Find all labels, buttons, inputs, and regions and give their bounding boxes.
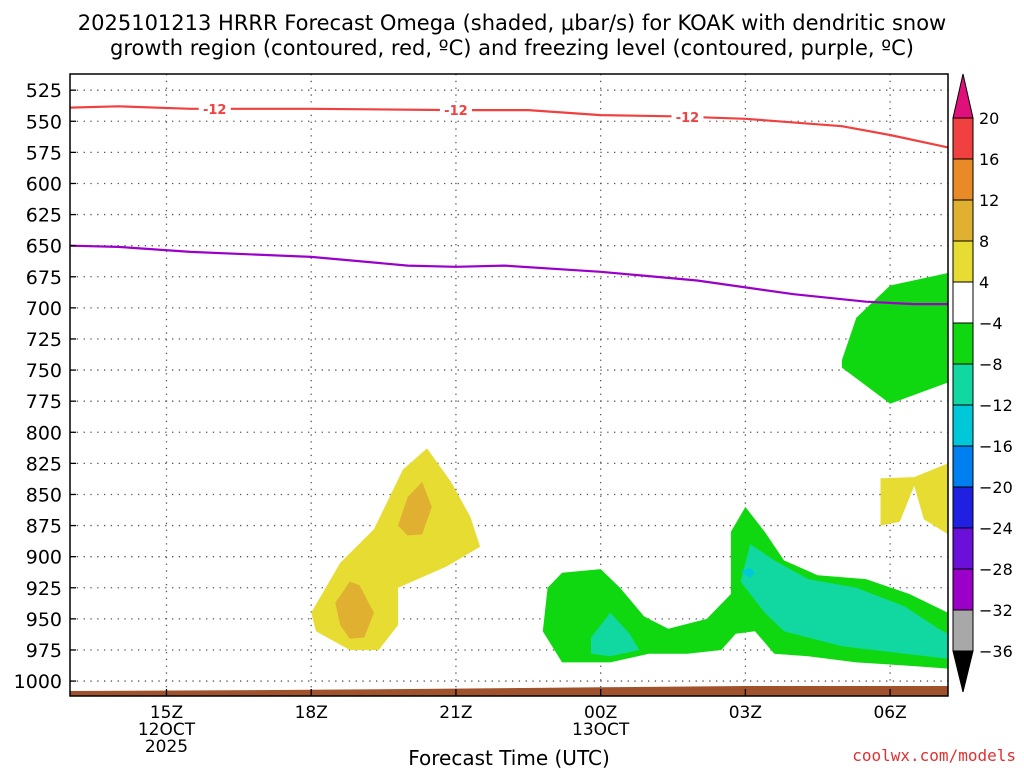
chart-title-line1: 2025101213 HRRR Forecast Omega (shaded, … (78, 11, 946, 35)
dgz-contour-label: -12 (203, 103, 227, 118)
dgz-contour-label: -12 (444, 104, 468, 119)
freezing-level-contour-line (69, 244, 948, 306)
y-tick-label: 1000 (14, 671, 62, 693)
colorbar-level-label: −8 (979, 355, 1003, 374)
y-tick-label: 900 (26, 547, 62, 569)
colorbar-bin (952, 445, 974, 488)
y-tick-label: 550 (26, 111, 62, 133)
omega-colorbar: −36 −32 −28 −24 −20 −16 −12 −8 −4 4 8 12 16 20 (952, 73, 1013, 693)
y-tick-label: 650 (26, 236, 62, 258)
dgz-contour-label: -12 (676, 111, 700, 126)
y-tick-label: 975 (26, 640, 62, 662)
y-tick-label: 525 (26, 80, 62, 102)
colorbar-level-label: 8 (979, 232, 989, 251)
omega-region (841, 273, 948, 404)
x-tick-label: 21Z (439, 703, 472, 723)
y-tick-label: 725 (26, 329, 62, 351)
colorbar-level-label: −28 (979, 560, 1013, 579)
colorbar-bin (952, 486, 974, 529)
colorbar-level-label: 16 (979, 150, 999, 169)
x-tick-label: 00Z (584, 703, 617, 723)
y-tick-label: 875 (26, 516, 62, 538)
contour-label-bg (671, 108, 704, 125)
temperature-contours: -12 -12 -12 (69, 100, 949, 306)
colorbar-level-label: −24 (979, 519, 1013, 538)
colorbar-level-label: −12 (979, 396, 1013, 415)
omega-region (740, 567, 755, 578)
colorbar-bin (952, 240, 974, 283)
colorbar-bin (952, 568, 974, 611)
credit-text: coolwx.com/models (852, 746, 1016, 765)
x-tick-label: 03Z (729, 703, 762, 723)
colorbar-level-label: −32 (979, 601, 1013, 620)
x-tick-label: 18Z (295, 703, 328, 723)
terrain-fill (70, 686, 948, 696)
y-tick-label: 825 (26, 453, 62, 475)
x-tick-label: 13OCT (572, 720, 630, 740)
y-tick-label: 625 (26, 205, 62, 227)
colorbar-level-label: −36 (979, 642, 1013, 661)
y-axis-ticks: 525 550 575 600 625 650 675 700 725 750 775 800 825 8… (14, 80, 76, 693)
x-tick-label: 06Z (873, 703, 906, 723)
colorbar-level-label: −4 (979, 314, 1003, 333)
plot-frame (69, 73, 949, 697)
omega-region (880, 463, 948, 535)
y-tick-label: 925 (26, 578, 62, 600)
colorbar-level-label: −20 (979, 478, 1013, 497)
colorbar-low-extend (952, 650, 974, 693)
x-axis-label: Forecast Time (UTC) (408, 746, 610, 768)
colorbar-level-label: −16 (979, 437, 1013, 456)
y-tick-label: 600 (26, 173, 62, 195)
colorbar-bin (952, 322, 974, 365)
colorbar-bin (952, 609, 974, 652)
contour-label-bg (439, 102, 472, 119)
terrain-band (70, 686, 948, 696)
colorbar-bin (952, 158, 974, 201)
colorbar-bin (952, 281, 974, 324)
colorbar-level-label: 4 (979, 273, 989, 292)
colorbar-bin (952, 527, 974, 570)
plot-area: -12 -12 -12 525 550 575 600 625 650 675 700 725 750… (14, 73, 949, 757)
omega-region (398, 482, 432, 536)
omega-region (740, 544, 948, 659)
y-tick-label: 850 (26, 484, 62, 506)
colorbar-bin (952, 117, 974, 160)
dgz-contour-line (69, 105, 949, 149)
omega-shading (311, 273, 948, 669)
x-tick-label: 12OCT (138, 720, 196, 740)
omega-region (335, 581, 374, 639)
colorbar-level-label: 12 (979, 191, 999, 210)
omega-region (591, 612, 640, 657)
y-tick-label: 800 (26, 422, 62, 444)
x-tick-label: 15Z (150, 703, 183, 723)
colorbar-bin (952, 363, 974, 406)
colorbar-bin (952, 404, 974, 447)
colorbar-level-label: 20 (979, 109, 999, 128)
y-tick-label: 575 (26, 142, 62, 164)
y-tick-label: 675 (26, 267, 62, 289)
x-tick-label: 2025 (145, 737, 188, 757)
y-tick-label: 950 (26, 609, 62, 631)
contour-label-bg (198, 100, 231, 117)
y-tick-label: 700 (26, 298, 62, 320)
y-tick-label: 750 (26, 360, 62, 382)
y-tick-label: 775 (26, 391, 62, 413)
chart-title-line2: growth region (contoured, red, ºC) and f… (110, 36, 914, 60)
colorbar-bin (952, 199, 974, 242)
colorbar-high-extend (952, 73, 974, 119)
